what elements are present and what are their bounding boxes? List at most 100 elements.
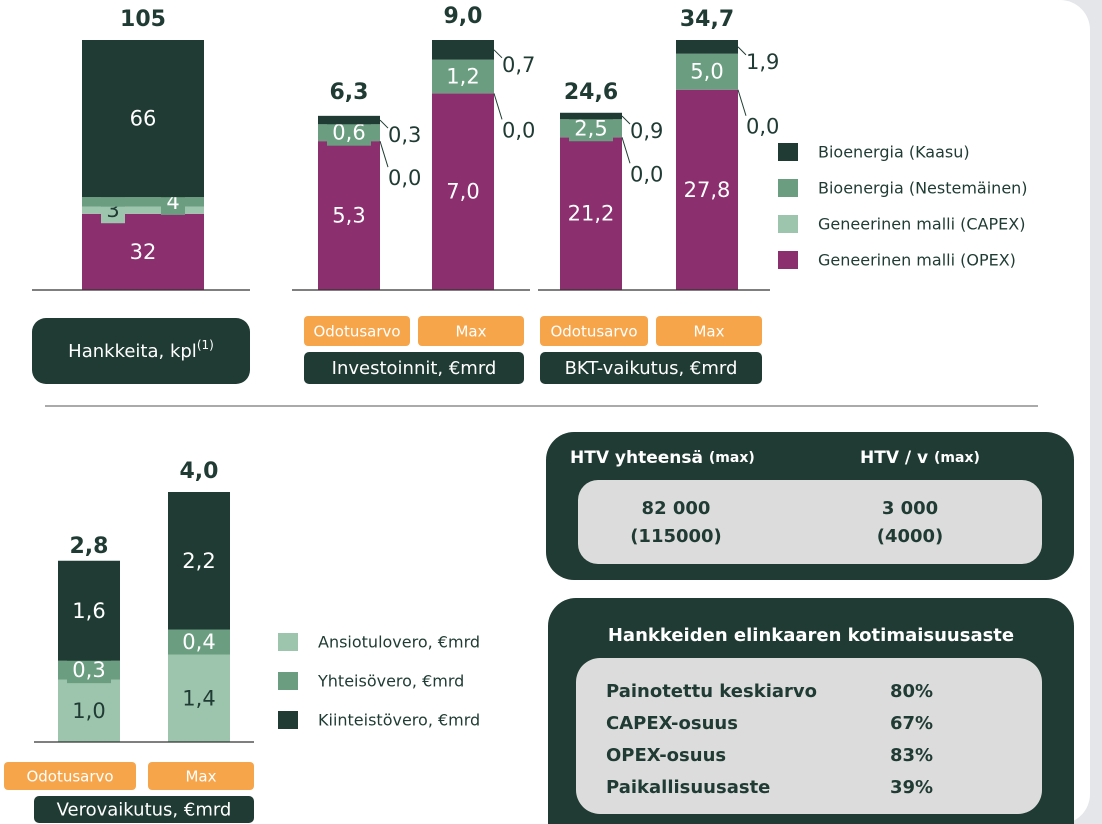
bar-segment (560, 137, 622, 290)
htv-value: 3 000 (882, 498, 938, 519)
value-label: 5,0 (690, 60, 723, 84)
bar-segment (676, 89, 738, 290)
value-label: 0,3 (388, 123, 421, 147)
htv-max: (115000) (630, 526, 722, 547)
value-label: 0,0 (388, 166, 421, 190)
bar-segment (676, 53, 738, 90)
value-label: 1,6 (72, 599, 105, 623)
bar-segment (82, 213, 204, 290)
htv-max: (4000) (877, 526, 944, 547)
legend-label: Geneerinen malli (OPEX) (818, 251, 1016, 270)
legend-swatch (778, 215, 798, 233)
total-label: 4,0 (180, 459, 219, 484)
legend-label: Bioenergia (Nestemäinen) (818, 179, 1028, 198)
category-box (418, 316, 524, 346)
leader-line (493, 93, 503, 120)
leader-line (737, 46, 747, 56)
htv-value: 82 000 (642, 498, 711, 519)
leader-line (379, 140, 389, 168)
title-text: Hankkeita, kpl (68, 341, 197, 362)
category-box (656, 316, 762, 346)
bar-segment (432, 40, 494, 60)
bar-segment (82, 206, 204, 214)
bar-segment (676, 40, 738, 54)
bar-segment (560, 112, 622, 120)
category-label: Max (185, 768, 216, 786)
bar-segment (432, 59, 494, 94)
bar-segment (168, 654, 230, 742)
bar-segment (58, 679, 120, 742)
value-label: 32 (130, 240, 157, 264)
bar-segment (82, 197, 204, 207)
legend-label: Ansiotulovero, €mrd (318, 633, 480, 652)
title-box (304, 352, 524, 384)
chart-title: Verovaikutus, €mrd (57, 800, 232, 821)
chart-title: Hankkeita, kpl(1) (68, 338, 214, 363)
value-label: 0,0 (746, 115, 779, 139)
legend-label: Kiinteistövero, €mrd (318, 711, 480, 730)
legend-swatch (278, 633, 298, 651)
row-value: 39% (890, 777, 933, 798)
bar-segment (168, 492, 230, 630)
total-label: 2,8 (70, 534, 109, 559)
htv-note: (max) (934, 450, 980, 466)
htv-header: HTV yhteensä (max) (570, 448, 755, 468)
value-label: 1,0 (72, 699, 105, 723)
title-note: (1) (197, 338, 214, 352)
row-label: CAPEX-osuus (606, 713, 738, 734)
domestic-title: Hankkeiden elinkaaren kotimaisuusaste (608, 625, 1014, 646)
value-label: 5,3 (332, 204, 365, 228)
row-value: 83% (890, 745, 933, 766)
value-label: 1,2 (446, 65, 479, 89)
title-text: Investoinnit, €mrd (332, 358, 497, 379)
chart-title: BKT-vaikutus, €mrd (565, 358, 738, 379)
leader-line (621, 137, 631, 164)
category-label: Max (455, 323, 486, 341)
category-label: Odotusarvo (550, 323, 637, 341)
title-text: BKT-vaikutus, €mrd (565, 358, 738, 379)
value-label: 0,0 (502, 118, 535, 142)
value-label: 0,3 (72, 658, 105, 682)
value-label: 1,4 (182, 686, 215, 710)
category-label: Odotusarvo (26, 768, 113, 786)
row-label: Paikallisuusaste (606, 777, 770, 798)
leader-line (737, 89, 747, 116)
row-value: 67% (890, 713, 933, 734)
domestic-inner (576, 658, 1042, 814)
category-box (540, 316, 648, 346)
value-label: 27,8 (684, 178, 731, 202)
category-label: Odotusarvo (313, 323, 400, 341)
category-label: Max (693, 323, 724, 341)
total-label: 24,6 (564, 80, 618, 105)
value-label: 0,9 (630, 119, 663, 143)
bar-segment (82, 40, 204, 198)
total-label: 34,7 (680, 7, 734, 32)
value-label: 0,7 (502, 53, 535, 77)
title-box (540, 352, 762, 384)
category-box (4, 762, 136, 790)
bar-segment (318, 141, 380, 290)
legend-swatch (778, 251, 798, 269)
htv-label: HTV / v (860, 448, 928, 468)
value-label: 7,0 (446, 180, 479, 204)
leader-line (621, 115, 631, 125)
label-box (67, 657, 111, 684)
htv-label: HTV yhteensä (570, 448, 703, 468)
legend-label: Bioenergia (Kaasu) (818, 143, 970, 162)
title-box (34, 796, 254, 823)
legend-swatch (278, 711, 298, 729)
htv-inner (578, 480, 1042, 564)
value-label: 21,2 (568, 202, 615, 226)
total-label: 105 (120, 7, 166, 32)
value-label: 66 (130, 107, 157, 131)
value-label: 0,0 (630, 162, 663, 186)
total-label: 6,3 (330, 80, 369, 105)
row-label: OPEX-osuus (606, 745, 726, 766)
legend-swatch (278, 672, 298, 690)
legend-swatch (778, 179, 798, 197)
bar-segment (432, 93, 494, 290)
row-value: 80% (890, 681, 933, 702)
htv-header: HTV / v (max) (860, 448, 980, 468)
